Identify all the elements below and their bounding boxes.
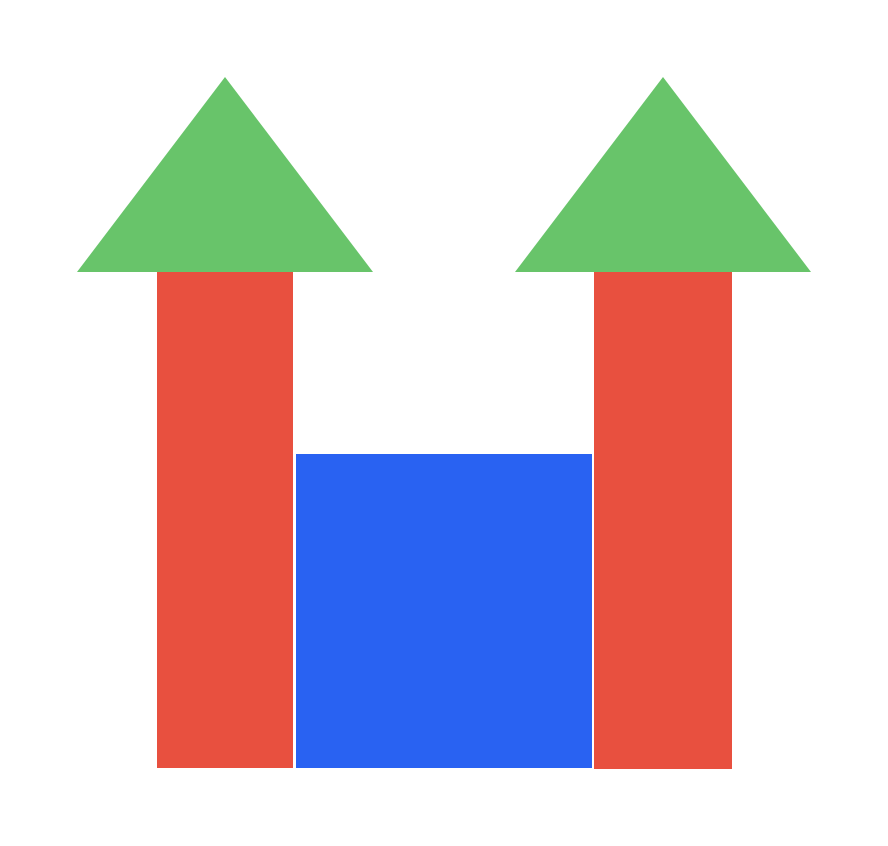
right-tower xyxy=(594,271,732,769)
left-roof xyxy=(77,77,373,272)
right-roof xyxy=(515,77,811,272)
center-block xyxy=(296,454,592,768)
left-tower xyxy=(157,271,293,768)
